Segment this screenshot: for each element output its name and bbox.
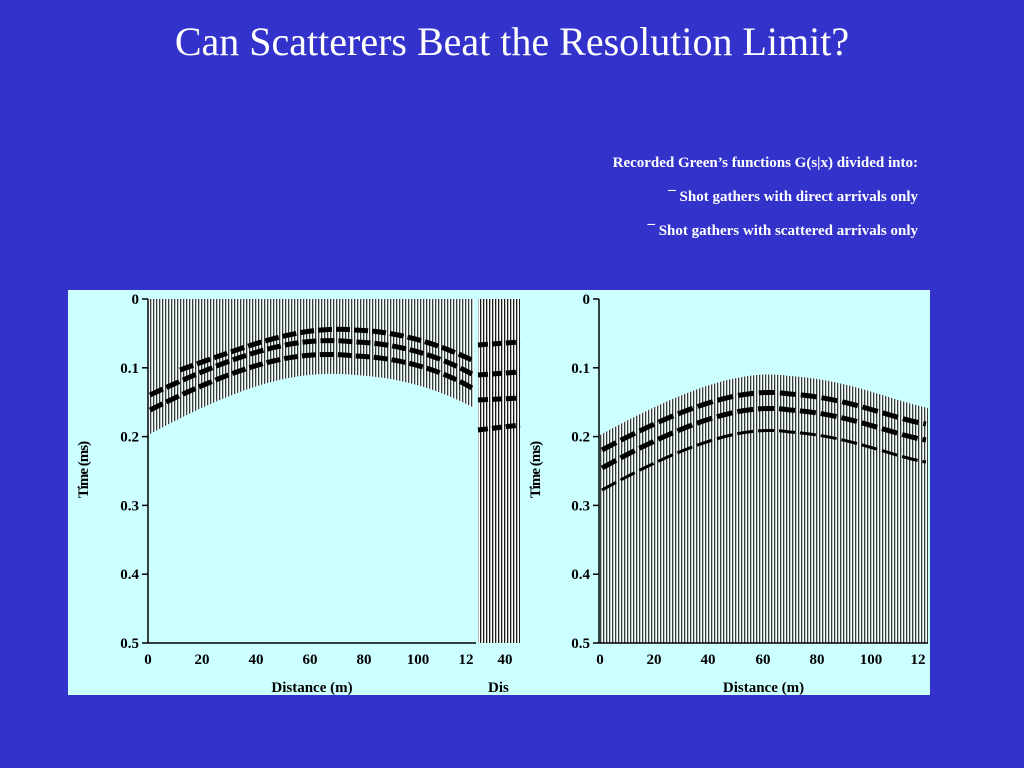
y-axis-label: Time (ms)	[528, 441, 544, 498]
wavefront-bands	[477, 339, 521, 433]
note-item: ¯ Shot gathers with direct arrivals only	[667, 189, 918, 205]
x-tick-label: 60	[303, 652, 318, 668]
x-tick-label: 40	[249, 652, 264, 668]
seismic-image	[600, 374, 928, 643]
x-tick-label: 40	[701, 652, 716, 668]
slide-title: Can Scatterers Beat the Resolution Limit…	[175, 19, 849, 64]
x-axis-label: Distance (m)	[271, 680, 352, 696]
y-axis-label: Time (ms)	[76, 441, 92, 498]
x-tick-label: 80	[810, 652, 825, 668]
bullet: ¯	[667, 189, 676, 205]
x-tick-label: 0	[144, 652, 152, 668]
y-tick-label: 0.3	[571, 498, 590, 514]
y-tick-label: 0.5	[571, 636, 590, 652]
y-tick-label: 0	[132, 292, 140, 308]
y-tick-label: 0.4	[571, 567, 590, 583]
note-text: Shot gathers with scattered arrivals onl…	[659, 223, 919, 239]
y-tick-label: 0.4	[120, 567, 139, 583]
x-tick-label: 12	[911, 652, 926, 668]
x-tick-label: 20	[195, 652, 210, 668]
x-axis-label: Dis	[488, 680, 509, 696]
notes-heading: Recorded Green’s functions G(s|x) divide…	[613, 155, 918, 171]
x-tick-label: 100	[860, 652, 883, 668]
note-item: ¯ Shot gathers with scattered arrivals o…	[646, 223, 918, 239]
x-tick-label: 12	[459, 652, 474, 668]
x-tick-label: 80	[357, 652, 372, 668]
y-tick-label: 0.2	[120, 430, 139, 446]
bullet: ¯	[646, 223, 655, 239]
wavefront-bands	[600, 390, 927, 492]
x-tick-label: 100	[407, 652, 430, 668]
x-tick-label: 40	[498, 652, 513, 668]
x-axis-label: Distance (m)	[723, 680, 804, 696]
x-tick-label: 20	[647, 652, 662, 668]
x-tick-label: 0	[596, 652, 604, 668]
y-tick-label: 0.1	[571, 361, 590, 377]
note-text: Shot gathers with direct arrivals only	[680, 189, 919, 205]
y-tick-label: 0.1	[120, 361, 139, 377]
y-tick-label: 0.2	[571, 430, 590, 446]
y-tick-label: 0	[583, 292, 591, 308]
y-tick-label: 0.5	[120, 636, 139, 652]
wavefront-bands	[148, 326, 474, 413]
seismic-image	[478, 299, 520, 643]
y-tick-label: 0.3	[120, 498, 139, 514]
x-tick-label: 60	[756, 652, 771, 668]
